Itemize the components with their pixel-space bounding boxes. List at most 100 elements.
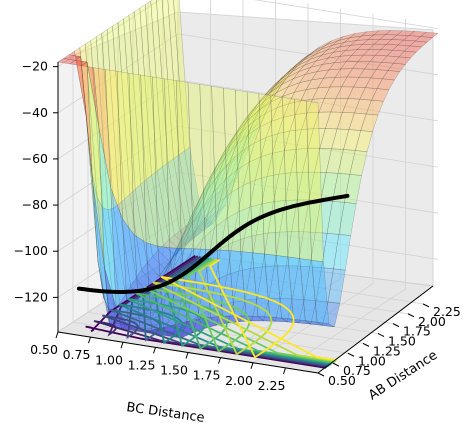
surface-patch [184, 222, 203, 236]
surface-patch [152, 250, 171, 269]
surface-patch [238, 112, 257, 141]
surface-patch [420, 31, 439, 38]
surface-patch [235, 89, 253, 253]
y-tick-label: 2.25 [433, 304, 461, 319]
surface-patch [187, 82, 206, 250]
surface-patch [280, 265, 299, 300]
surface-patch [129, 188, 148, 271]
surface-patch [246, 100, 265, 122]
surface-patch [382, 70, 401, 81]
y-tick-label: 1.50 [388, 334, 416, 349]
contour-line [160, 258, 338, 362]
surface-patch [351, 49, 370, 56]
surface-patch [261, 173, 280, 205]
surface-patch [156, 0, 174, 164]
surface-patch [311, 259, 330, 325]
surface-patch [225, 184, 244, 220]
surface-patch [319, 128, 338, 150]
surface-patch [283, 100, 302, 118]
surface-patch [276, 91, 295, 109]
surface-patch [285, 59, 303, 76]
surface-patch [330, 98, 349, 113]
surface-patch [195, 192, 214, 230]
surface-patch [85, 40, 103, 208]
surface-patch [386, 49, 405, 58]
surface-patch [364, 77, 383, 89]
y-tick-label: 1.75 [403, 324, 431, 339]
surface-patch [301, 111, 320, 130]
surface-patch [134, 7, 152, 181]
surface-patch [317, 77, 336, 89]
surface-patch [180, 227, 199, 251]
surface-patch [244, 107, 262, 136]
surface-patch [262, 79, 280, 100]
surface-patch [286, 60, 304, 75]
surface-patch [353, 77, 372, 88]
surface-patch [182, 199, 201, 237]
surface-patch [354, 130, 373, 152]
surface-patch [266, 80, 285, 104]
surface-patch [347, 86, 366, 100]
surface-patch [314, 148, 332, 173]
surface-patch [271, 103, 290, 122]
surface-patch [282, 97, 301, 259]
surface-patch [324, 86, 342, 99]
surface-patch [209, 166, 228, 201]
surface-patch [274, 68, 292, 86]
surface-patch [80, 56, 99, 262]
surface-patch [349, 39, 369, 46]
surface-patch [195, 175, 213, 212]
surface-patch [335, 86, 354, 99]
surface-patch [141, 262, 160, 286]
surface-patch [387, 62, 406, 72]
surface-patch [102, 207, 121, 310]
x-tick-label: 1.25 [128, 357, 156, 372]
surface-patch [196, 213, 215, 236]
surface-patch [139, 4, 158, 176]
y-axis-line [317, 285, 434, 374]
surface-patch [210, 151, 229, 185]
surface-patch [306, 98, 325, 114]
surface-patch [339, 49, 358, 57]
surface-patch [297, 54, 316, 66]
z-tick-label: −60 [22, 151, 48, 166]
surface-patch [281, 82, 301, 97]
surface-patch [74, 56, 93, 181]
surface-patch [255, 201, 274, 236]
surface-patch [208, 218, 227, 258]
surface-patch [239, 104, 258, 130]
surface-patch [265, 116, 284, 138]
surface-patch [255, 99, 273, 127]
surface-patch [175, 219, 194, 254]
surface-patch [176, 209, 195, 248]
surface-patch [311, 69, 330, 81]
surface-patch [349, 150, 368, 176]
surface-patch [215, 161, 233, 196]
surface-patch [184, 146, 202, 219]
surface-patch [229, 120, 248, 147]
surface-patch [164, 78, 182, 249]
surface-patch [251, 90, 270, 112]
surface-patch [397, 39, 416, 47]
x-tick-label: 1.50 [160, 363, 188, 378]
surface-patch [245, 99, 263, 124]
surface-patch [145, 174, 164, 251]
surface-patch [396, 30, 416, 36]
contour-line [93, 255, 328, 368]
surface-patch [161, 0, 180, 160]
surface-patch [93, 67, 111, 188]
surface-patch [246, 96, 264, 119]
surface-patch [238, 234, 257, 272]
surface-patch [146, 255, 165, 277]
surface-patch [318, 98, 337, 113]
x-tick-label: 2.25 [258, 378, 286, 393]
surface-patch [345, 54, 365, 62]
surface-patch [188, 184, 207, 222]
surface-patch [195, 214, 214, 228]
surface-patch [235, 111, 253, 136]
surface-patch [290, 148, 309, 174]
surface-patch [343, 129, 362, 151]
surface-patch [264, 95, 284, 115]
surface-patch [186, 205, 205, 240]
surface-patch [224, 149, 243, 181]
